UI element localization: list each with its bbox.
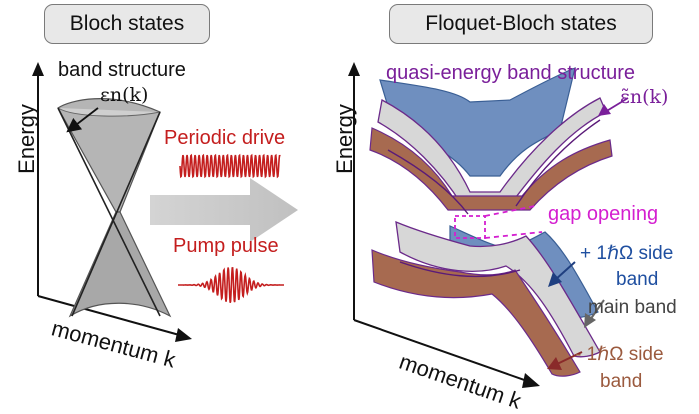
plus-side-pointer [554,261,576,281]
left-dispersion-label: εn(k) [100,84,149,106]
minus-side-band-label-2: band [600,371,643,392]
lower-cone [68,211,172,318]
gap-opening-label: gap opening [548,203,659,225]
right-x-axis [353,319,531,383]
lower-side-band-lower [371,249,581,377]
left-y-arrowhead [32,62,44,76]
floquet-dispersion-pointer [604,97,629,113]
right-energy-label: Energy [331,104,357,174]
lower-side-band-upper [369,127,613,211]
floquet-dispersion-label: ε̃n(k) [620,86,669,108]
gap-pointer-2 [484,231,543,239]
left-energy-label: Energy [13,104,39,174]
minus-side-pointer [554,351,583,366]
left-axes [32,62,192,342]
minus-side-arrowhead [547,357,562,370]
left-x-axis [37,295,184,337]
plus-side-band-label: + 1ℏΩ side [580,243,674,264]
band-edge-line-3 [399,261,521,278]
periodic-drive-label: Periodic drive [164,127,286,149]
plus-side-band-label-2: band [616,269,659,290]
left-x-arrowhead [175,328,192,342]
main-band-upper [377,97,607,206]
figure-canvas [32,62,629,388]
main-band-pointer [589,299,605,321]
plus-side-arrowhead [548,272,562,287]
bloch-states-title: Bloch states [44,4,210,44]
right-y-arrowhead [348,62,360,76]
left-band-structure-label: band structure [58,59,186,81]
quasi-energy-label: quasi-energy band structure [386,62,636,84]
main-band-arrowhead [584,313,596,328]
right-axes [348,62,540,388]
upper-cone-rim [57,107,161,117]
periodic-drive-wave [179,153,281,179]
upper-cone [57,98,161,213]
transform-arrow [150,178,298,242]
pump-pulse-label: Pump pulse [173,235,279,257]
main-band-lower [395,220,601,358]
main-band-label: main band [588,297,677,318]
floquet-figure: Bloch states band structure εn(k) Energy… [13,4,677,414]
floquet-dispersion-arrowhead [598,104,611,116]
cone-line-2 [71,111,161,317]
right-x-arrowhead [522,373,540,388]
gap-opening-box [454,215,486,239]
pump-pulse-wave [178,266,284,303]
band-edge-line-2 [515,119,601,207]
left-dispersion-pointer [66,107,99,133]
band-edge-line-1 [387,149,469,215]
minus-side-band-label: - 1ℏΩ side [575,344,664,365]
floquet-bloch-states-title: Floquet-Bloch states [389,4,653,44]
left-dirac-cone [57,98,172,318]
floquet-bands [369,67,613,377]
cone-line-1 [57,107,161,317]
